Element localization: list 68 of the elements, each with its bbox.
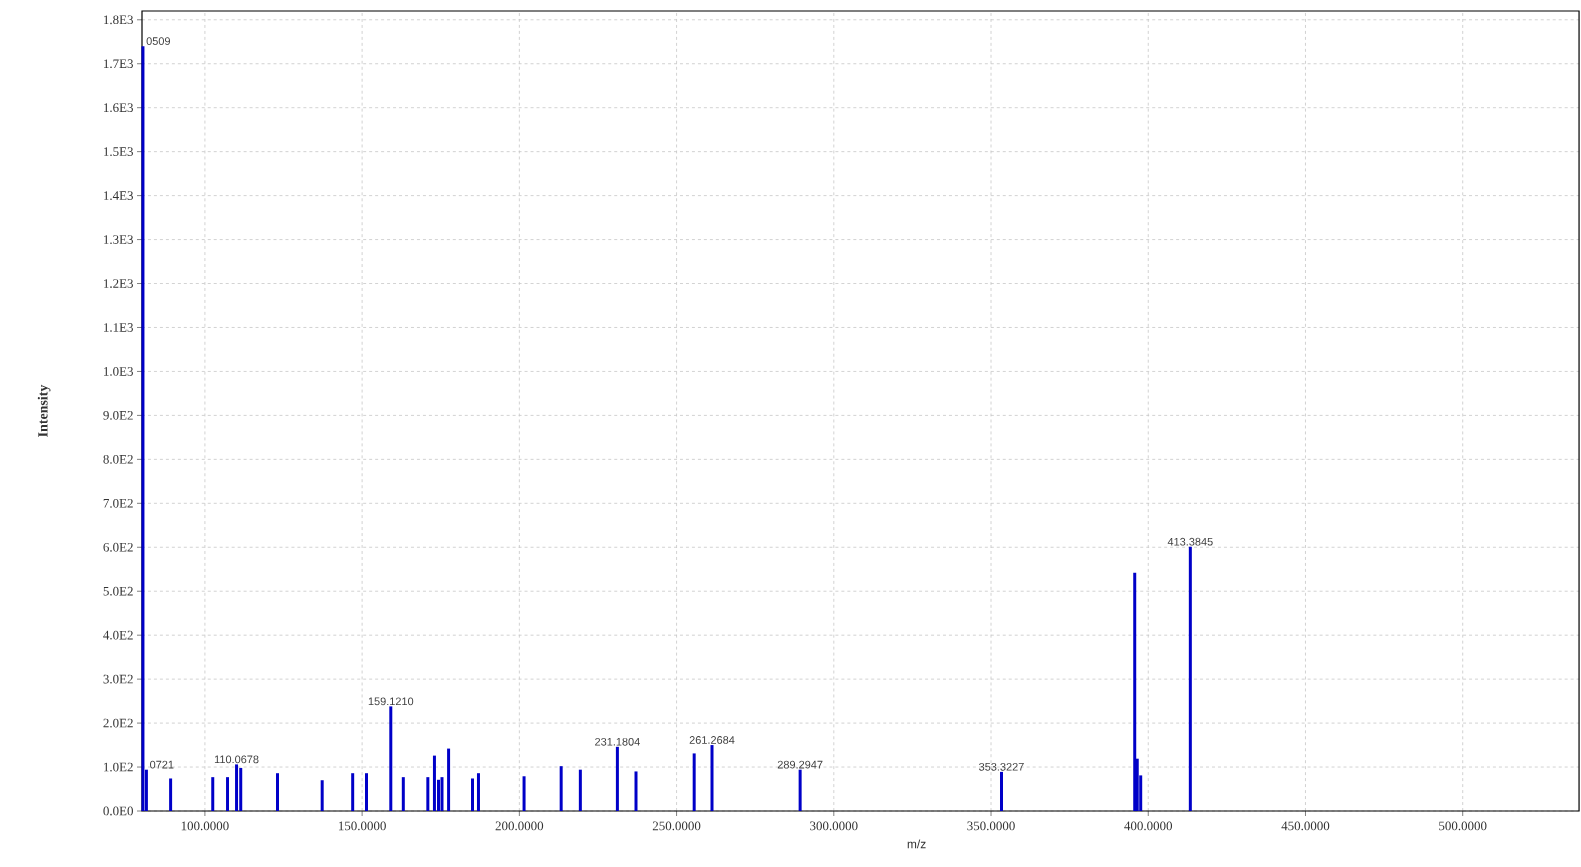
- x-tick-label: 100.0000: [181, 821, 229, 831]
- bar: [320, 780, 324, 811]
- bar: [615, 746, 619, 811]
- annotation: 0721: [150, 760, 174, 769]
- bar: [470, 778, 474, 811]
- bar: [634, 771, 638, 811]
- x-tick-label: 350.0000: [967, 821, 1015, 831]
- y-tick-label: 4.0E2: [103, 630, 133, 640]
- bar: [235, 764, 239, 811]
- y-tick-label: 9.0E2: [103, 411, 133, 420]
- bar: [351, 773, 355, 811]
- bar: [522, 776, 526, 811]
- y-tick-label: 1.4E3: [104, 191, 133, 200]
- annotation: 159.1210: [368, 697, 414, 706]
- annotation: 110.0678: [214, 755, 259, 764]
- annotation: 353.3227: [979, 762, 1024, 771]
- y-tick-label: 1.3E3: [104, 235, 133, 244]
- y-tick-label: 6.0E2: [103, 542, 133, 552]
- y-tick-label: 5.0E2: [103, 586, 133, 596]
- annotation: 413.3845: [1167, 537, 1213, 546]
- annotation: 231.1804: [595, 737, 640, 746]
- x-tick-label: 300.0000: [810, 821, 858, 831]
- y-tick-label: 7.0E2: [103, 498, 133, 508]
- y-tick-label: 1.0E3: [104, 367, 133, 376]
- y-tick-label: 8.0E2: [103, 454, 133, 464]
- y-tick-label: 2.0E2: [103, 718, 133, 728]
- bar: [401, 777, 405, 811]
- x-axis-title: m/z: [907, 839, 926, 849]
- bar: [365, 773, 369, 811]
- bar: [211, 777, 215, 811]
- bar: [999, 771, 1003, 811]
- y-tick-label: 1.6E3: [104, 103, 133, 113]
- bar: [432, 755, 436, 811]
- bar: [226, 777, 230, 811]
- bar: [559, 766, 563, 811]
- bar: [692, 753, 696, 811]
- bar: [710, 745, 714, 811]
- x-tick-label: 450.0000: [1281, 821, 1330, 831]
- y-tick-label: 0.0E0: [103, 806, 133, 816]
- x-tick-label: 200.0000: [495, 821, 544, 831]
- y-tick-label: 1.7E3: [104, 59, 133, 69]
- x-tick-label: 150.0000: [338, 821, 386, 831]
- x-tick-label: 400.0000: [1124, 821, 1173, 831]
- bar: [1188, 546, 1192, 811]
- bar: [447, 748, 451, 811]
- bar: [276, 773, 280, 811]
- bar: [440, 777, 444, 811]
- bar: [169, 778, 173, 811]
- bar: [1133, 572, 1137, 811]
- bar: [476, 773, 480, 811]
- y-tick-label: 1.1E3: [104, 323, 133, 332]
- x-tick-label: 250.0000: [652, 821, 701, 831]
- y-tick-label: 1.2E3: [104, 279, 133, 288]
- y-tick-label: 1.0E2: [104, 762, 133, 772]
- y-axis-title: Intensity: [37, 384, 51, 437]
- y-tick-label: 1.8E3: [104, 15, 133, 25]
- y-tick-label: 3.0E2: [103, 674, 133, 684]
- annotation: 289.2947: [777, 760, 823, 769]
- y-tick-label: 1.5E3: [104, 147, 133, 157]
- x-tick-label: 500.0000: [1439, 821, 1487, 831]
- annotation: 0509: [146, 37, 170, 45]
- bar: [798, 769, 802, 811]
- bar: [426, 777, 430, 811]
- annotation: 261.2684: [689, 736, 735, 744]
- bar: [578, 769, 582, 811]
- bar: [389, 706, 393, 811]
- bar: [239, 767, 243, 811]
- bar: [141, 46, 145, 811]
